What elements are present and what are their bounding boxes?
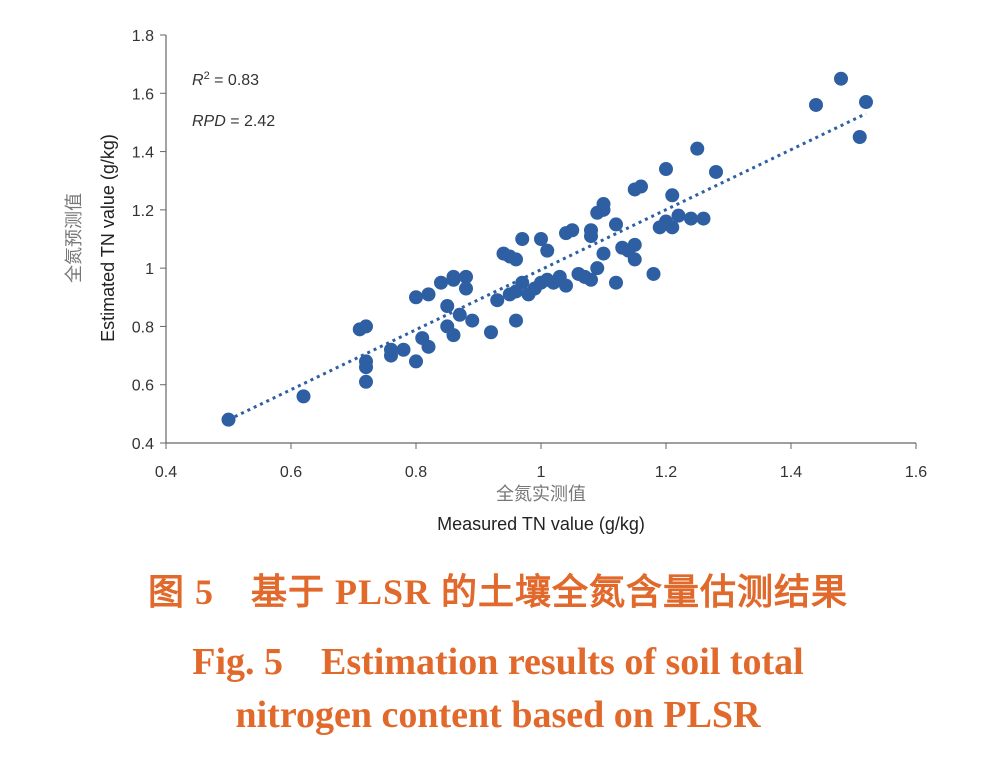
- data-point: [627, 252, 642, 267]
- data-point: [452, 307, 467, 322]
- data-point: [421, 339, 436, 354]
- data-point: [459, 269, 473, 284]
- x-tick-label: 1: [537, 464, 546, 481]
- y-tick-label: 1.8: [132, 28, 154, 45]
- data-point: [609, 275, 623, 290]
- x-tick-label: 1.6: [905, 464, 927, 481]
- x-axis-title: Measured TN value (g/kg): [437, 514, 645, 534]
- data-point: [421, 287, 436, 302]
- y-tick-label: 1: [145, 261, 154, 278]
- data-point: [659, 162, 673, 177]
- x-tick-label: 0.6: [280, 464, 302, 481]
- x-ticks: 0.4 0.6 0.8 1 1.2 1.4 1.6: [155, 443, 927, 481]
- data-point: [409, 290, 423, 305]
- data-point: [609, 217, 623, 232]
- x-tick-label: 0.4: [155, 464, 177, 481]
- data-point: [559, 278, 573, 293]
- data-point: [359, 319, 373, 334]
- data-point: [859, 95, 873, 110]
- y-ticks: 0.4 0.6 0.8 1 1.2 1.4 1.6 1.8: [132, 28, 166, 453]
- data-point: [490, 293, 505, 308]
- data-point: [534, 232, 548, 246]
- data-point: [440, 299, 455, 314]
- data-point: [446, 328, 461, 343]
- rpd-annotation: RPD = 2.42: [192, 113, 275, 130]
- data-points: [221, 71, 873, 427]
- data-point: [852, 130, 867, 144]
- data-point: [221, 412, 236, 427]
- figure-caption-en-line1: Fig. 5 Estimation results of soil total: [192, 641, 804, 683]
- data-point: [709, 164, 723, 179]
- data-point: [515, 232, 530, 246]
- x-axis-title-cn: 全氮实测值: [496, 484, 586, 505]
- r2-annotation: R2 = 0.83: [192, 70, 259, 89]
- figure-caption-cn: 图 5 基于 PLSR 的土壤全氮含量估测结果: [147, 572, 849, 612]
- data-point: [459, 281, 473, 296]
- y-tick-label: 1.2: [132, 203, 154, 220]
- data-point: [665, 220, 680, 235]
- data-point: [671, 208, 686, 223]
- y-tick-label: 1.4: [132, 145, 154, 162]
- figure-caption-en-line2: nitrogen content based on PLSR: [235, 694, 761, 736]
- y-tick-label: 0.4: [132, 436, 154, 453]
- y-tick-label: 0.8: [132, 319, 154, 336]
- data-point: [509, 313, 523, 328]
- x-tick-label: 1.4: [780, 464, 802, 481]
- data-point: [584, 229, 598, 244]
- data-point: [384, 342, 398, 357]
- y-tick-label: 1.6: [132, 86, 154, 103]
- data-point: [646, 266, 661, 281]
- data-point: [665, 188, 680, 203]
- data-point: [684, 211, 698, 226]
- trendline: [227, 112, 867, 422]
- data-point: [396, 342, 411, 357]
- data-point: [690, 141, 705, 156]
- data-point: [484, 325, 498, 340]
- y-tick-label: 0.6: [132, 378, 154, 395]
- data-point: [296, 389, 311, 404]
- data-point: [834, 71, 848, 86]
- data-point: [359, 360, 373, 375]
- data-point: [465, 313, 480, 328]
- data-point: [596, 202, 611, 217]
- scatter-chart: 0.4 0.6 0.8 1 1.2 1.4 1.6 0.4 0.6 0.8 1 1.2 1.4 1.6 1…: [64, 28, 927, 534]
- data-point: [409, 354, 423, 369]
- data-point: [596, 246, 611, 261]
- y-axis-title-cn: 全氮预测值: [64, 193, 85, 283]
- data-point: [515, 275, 530, 290]
- x-tick-label: 0.8: [405, 464, 427, 481]
- data-point: [359, 374, 373, 389]
- data-point: [696, 211, 711, 226]
- data-point: [809, 97, 823, 112]
- x-tick-label: 1.2: [655, 464, 677, 481]
- data-point: [509, 252, 523, 267]
- data-point: [627, 237, 642, 252]
- data-point: [540, 243, 555, 258]
- y-axis-title: Estimated TN value (g/kg): [98, 134, 118, 342]
- data-point: [634, 179, 648, 194]
- data-point: [584, 272, 598, 287]
- data-point: [590, 261, 605, 276]
- data-point: [434, 275, 448, 290]
- data-point: [446, 269, 461, 284]
- data-point: [565, 223, 580, 238]
